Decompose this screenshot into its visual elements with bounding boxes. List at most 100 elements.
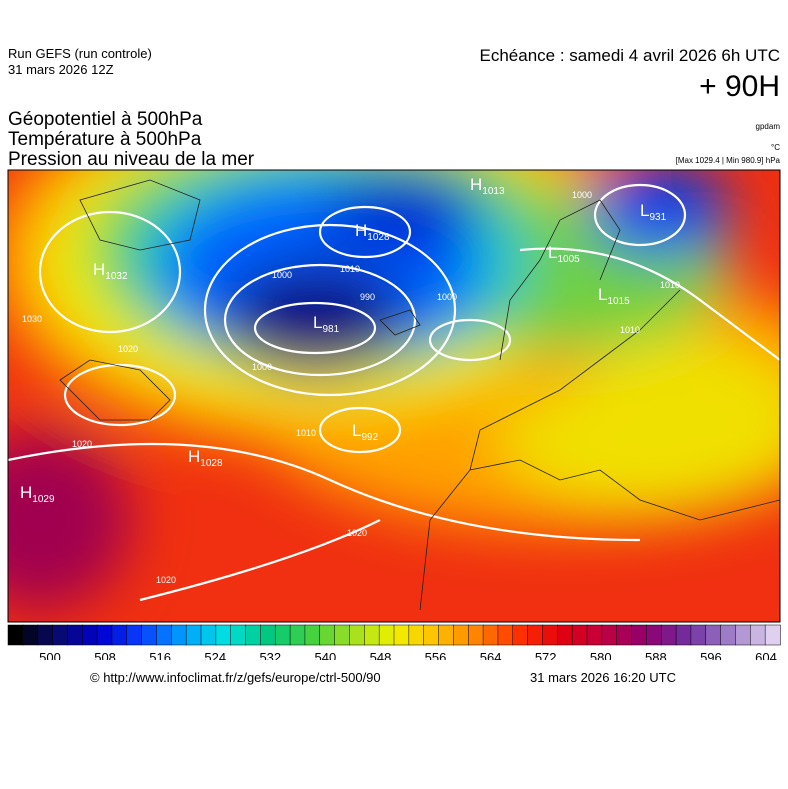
- unit: [Max 1029.4 | Min 980.9] hPa: [675, 156, 780, 165]
- center-value: 981: [322, 324, 339, 335]
- colorbar-swatch: [37, 624, 54, 646]
- colorbar-swatch: [67, 624, 83, 646]
- colorbar-swatch: [171, 624, 187, 646]
- colorbar-tick-label: 532: [259, 650, 281, 660]
- isobar-label: 1010: [296, 428, 316, 438]
- colorbar-swatch: [675, 624, 692, 646]
- pressure-center: H1013: [470, 175, 505, 197]
- colorbar-swatch: [497, 624, 514, 646]
- colorbar-swatch: [378, 624, 395, 646]
- colorbar-swatch: [601, 624, 618, 646]
- isobar-label: 1020: [347, 528, 367, 538]
- colorbar-tick-label: 500: [39, 650, 61, 660]
- center-value: 1028: [200, 458, 223, 469]
- center-value: 931: [649, 212, 666, 223]
- colorbar-swatch: [527, 624, 544, 646]
- colorbar-tick-label: 548: [370, 650, 392, 660]
- center-value: 1029: [32, 494, 55, 505]
- colorbar: 500 508 516 524 532 540 548 556 564 572 580 588 596 6…: [7, 624, 781, 660]
- colorbar-swatch: [126, 624, 143, 646]
- isobar-label: 1000: [272, 270, 292, 280]
- generated-time: 31 mars 2026 16:20 UTC: [530, 670, 676, 685]
- center-value: 992: [361, 432, 378, 443]
- source-link: © http://www.infoclimat.fr/z/gefs/europe…: [90, 670, 381, 685]
- unit: gpdam: [755, 122, 780, 131]
- lead-time: + 90H: [699, 70, 780, 103]
- colorbar-swatch: [274, 624, 291, 646]
- isobar-label: 1020: [72, 439, 92, 449]
- center-value: 1015: [607, 296, 630, 307]
- colorbar-swatch: [230, 624, 247, 646]
- colorbar-swatch: [96, 624, 113, 646]
- colorbar-tick-label: 508: [94, 650, 116, 660]
- pressure-center: L981: [313, 313, 340, 335]
- colorbar-swatch: [319, 624, 336, 646]
- title: Géopotentiel à 500hPa: [8, 109, 203, 130]
- colorbar-swatch: [423, 624, 440, 646]
- run-label: Run GEFS (run controle): [8, 46, 152, 61]
- center-kind: L: [598, 285, 607, 304]
- colorbar-swatch: [408, 624, 425, 646]
- pressure-center: L992: [352, 421, 379, 443]
- colorbar-swatch: [660, 624, 677, 646]
- colorbar-swatch: [334, 624, 351, 646]
- isobars: [8, 183, 780, 602]
- center-kind: H: [20, 483, 32, 502]
- colorbar-tick-label: 580: [590, 650, 612, 660]
- center-value: 1005: [557, 254, 580, 265]
- colorbar-swatch: [304, 624, 321, 646]
- colorbar-swatch: [438, 624, 455, 646]
- colorbar-swatch: [735, 624, 752, 646]
- valid-time: Echéance : samedi 4 avril 2026 6h UTC: [479, 46, 781, 65]
- isobar-label: 1000: [437, 292, 457, 302]
- colorbar-swatch: [52, 624, 69, 646]
- colorbar-tick-label: 588: [645, 650, 667, 660]
- center-value: 1032: [105, 271, 128, 282]
- colorbar-swatch: [200, 624, 217, 646]
- pressure-centers: H1013H1028H1032L981L1005L931L1015L992H10…: [20, 175, 680, 585]
- colorbar-swatch: [81, 624, 98, 646]
- colorbar-swatch: [111, 624, 128, 646]
- colorbar-swatch: [764, 624, 781, 646]
- colorbar-swatch: [185, 624, 202, 646]
- isobar-label: 1020: [118, 344, 138, 354]
- center-value: 1013: [482, 186, 505, 197]
- pressure-center: L931: [640, 201, 667, 223]
- title: Pression au niveau de la mer: [8, 149, 255, 170]
- colorbar-swatch: [631, 624, 648, 646]
- colorbar-swatch: [690, 624, 707, 646]
- center-kind: H: [93, 260, 105, 279]
- colorbar-tick-label: 564: [480, 650, 502, 660]
- pressure-center: H1028: [188, 447, 223, 469]
- center-kind: L: [313, 313, 322, 332]
- colorbar-swatch: [616, 624, 633, 646]
- center-kind: H: [188, 447, 200, 466]
- colorbar-swatch: [467, 624, 484, 646]
- center-kind: H: [355, 221, 367, 240]
- colorbar-swatch: [453, 624, 469, 646]
- isobar-label: 1000: [572, 190, 592, 200]
- map: 500 508 516 524 532 540 548 556 564 572 580 588 596 6…: [7, 169, 781, 660]
- isobar-label: 1030: [22, 314, 42, 324]
- center-kind: L: [352, 421, 361, 440]
- colorbar-swatch: [512, 624, 529, 646]
- colorbar-swatch: [260, 624, 276, 646]
- unit: °C: [771, 143, 780, 152]
- pressure-center: L1015: [598, 285, 630, 307]
- colorbar-tick-label: 596: [700, 650, 722, 660]
- pressure-center: H1032: [93, 260, 128, 282]
- colorbar-swatch: [364, 624, 380, 646]
- colorbar-swatch: [705, 624, 722, 646]
- colorbar-swatch: [7, 624, 24, 646]
- colorbar-swatch: [393, 624, 410, 646]
- center-kind: L: [548, 243, 557, 262]
- colorbar-swatch: [245, 624, 262, 646]
- colorbar-tick-label: 516: [149, 650, 171, 660]
- pressure-center: H1028: [355, 221, 390, 243]
- pressure-center: L1005: [548, 243, 580, 265]
- colorbar-tick-label: 556: [425, 650, 447, 660]
- colorbar-swatch: [720, 624, 737, 646]
- colorbar-swatch: [586, 624, 603, 646]
- colorbar-tick-label: 572: [535, 650, 557, 660]
